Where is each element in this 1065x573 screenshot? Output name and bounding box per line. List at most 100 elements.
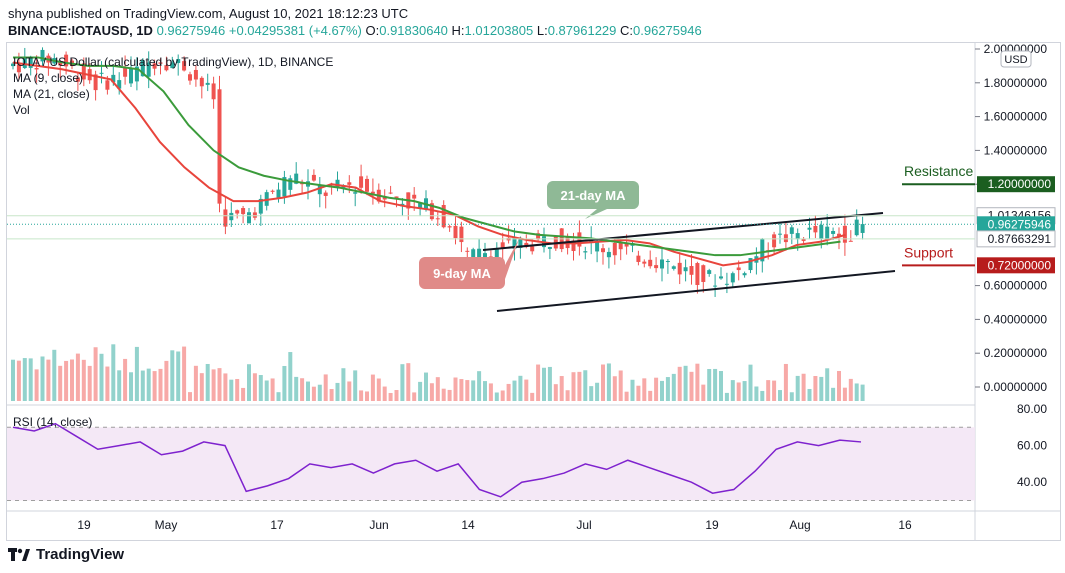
candle-body xyxy=(188,74,192,81)
price-tick-label: 1.60000000 xyxy=(984,110,1048,124)
candle-body xyxy=(477,248,482,263)
volume-bar xyxy=(111,344,116,401)
candle-body xyxy=(193,69,198,80)
close-value: 0.96275946 xyxy=(633,23,702,38)
candle-body xyxy=(648,259,653,267)
currency-label: USD xyxy=(1004,54,1027,66)
volume-bar xyxy=(211,369,216,401)
candle-body xyxy=(612,242,617,256)
candle-body xyxy=(701,265,706,282)
support-price-box xyxy=(977,257,1055,274)
volume-bar xyxy=(848,378,853,401)
resistance-price-box xyxy=(977,176,1055,193)
volume-bar xyxy=(465,380,470,401)
candle-body xyxy=(819,224,824,239)
candle-body xyxy=(388,192,393,194)
volume-bar xyxy=(695,363,700,401)
volume-bar xyxy=(459,379,464,401)
volume-bar xyxy=(306,381,310,401)
candle-body xyxy=(825,226,830,240)
ohlc-line: BINANCE:IOTAUSD, 1D 0.96275946 +0.042953… xyxy=(8,23,702,38)
candle-body xyxy=(105,80,110,90)
candle-body xyxy=(778,233,782,235)
candle-body xyxy=(99,72,104,74)
vol-legend: Vol xyxy=(13,103,30,117)
volume-bar xyxy=(158,368,163,401)
volume-bar xyxy=(282,365,287,401)
candle-body xyxy=(665,261,670,263)
candle-body xyxy=(335,179,340,187)
candle-body xyxy=(837,233,841,237)
candle-body xyxy=(547,247,552,249)
candle-body xyxy=(453,225,458,239)
candle-body xyxy=(229,212,234,221)
candle-body xyxy=(742,273,747,276)
candle-body xyxy=(282,177,287,197)
candle-body xyxy=(577,232,582,247)
candle-body xyxy=(28,57,33,68)
volume-bar xyxy=(589,386,594,401)
volume-bar xyxy=(736,382,741,401)
candle-body xyxy=(783,234,788,243)
volume-bar xyxy=(742,381,747,401)
x-tick-label: 14 xyxy=(461,518,475,532)
volume-bar xyxy=(860,384,865,401)
volume-bar xyxy=(341,368,346,401)
candle-body xyxy=(394,196,399,199)
volume-bar xyxy=(394,390,399,401)
candle-body xyxy=(93,74,98,91)
x-tick-label: 19 xyxy=(77,518,91,532)
price-label-box xyxy=(976,230,1056,248)
candle-body xyxy=(347,182,352,185)
candle-body xyxy=(16,64,21,73)
volume-bar xyxy=(193,365,198,401)
volume-bar xyxy=(713,368,718,401)
candle-body xyxy=(760,239,765,262)
rsi-tick-label: 80.00 xyxy=(1017,402,1047,416)
volume-bar xyxy=(99,353,104,401)
candle-body xyxy=(412,194,417,199)
volume-bar xyxy=(58,365,63,401)
candle-body xyxy=(618,242,623,250)
volume-bar xyxy=(689,371,694,401)
volume-bar xyxy=(252,373,257,401)
ma21-legend: MA (21, close) xyxy=(13,87,90,101)
price-tick-label: 1.40000000 xyxy=(984,143,1048,157)
volume-bar xyxy=(359,390,364,401)
x-tick-label: 19 xyxy=(705,518,719,532)
volume-bar xyxy=(376,378,381,401)
volume-bar xyxy=(406,363,411,401)
volume-bar xyxy=(123,358,128,401)
price-tick-label: 0.40000000 xyxy=(984,312,1048,326)
annotation-9ma-pointer xyxy=(505,239,519,279)
candle-body xyxy=(730,273,735,283)
volume-bar xyxy=(813,376,818,401)
tradingview-logo-icon xyxy=(8,547,30,561)
volume-bar xyxy=(176,351,181,401)
candle-body xyxy=(601,248,605,253)
volume-bar xyxy=(46,359,51,401)
volume-bar xyxy=(795,375,800,401)
price-chart[interactable]: 21-day MA 9-day MA 2.00000000 1.80000000 1.… xyxy=(7,42,1060,540)
ma9-line xyxy=(12,61,846,267)
channel-upper-line xyxy=(482,212,884,251)
candle-body xyxy=(695,263,700,285)
volume-bar xyxy=(783,363,788,401)
price-tick-label: 2.00000000 xyxy=(984,43,1048,56)
volume-bar xyxy=(223,373,228,401)
rsi-line xyxy=(12,422,862,498)
volume-bar xyxy=(748,364,753,401)
volume-bar xyxy=(530,392,535,401)
candle-body xyxy=(683,267,688,272)
candle-body xyxy=(736,267,741,271)
candle-body xyxy=(359,176,364,188)
x-tick-label: Aug xyxy=(789,518,810,532)
volume-bar xyxy=(453,377,458,401)
volume-bar xyxy=(524,379,529,401)
volume-bar xyxy=(64,360,69,401)
tradingview-logo[interactable]: TradingView xyxy=(8,546,124,563)
volume-bar xyxy=(825,368,830,401)
high-label: H: xyxy=(451,23,465,38)
volume-bar xyxy=(565,390,570,401)
candle-body xyxy=(75,77,80,82)
